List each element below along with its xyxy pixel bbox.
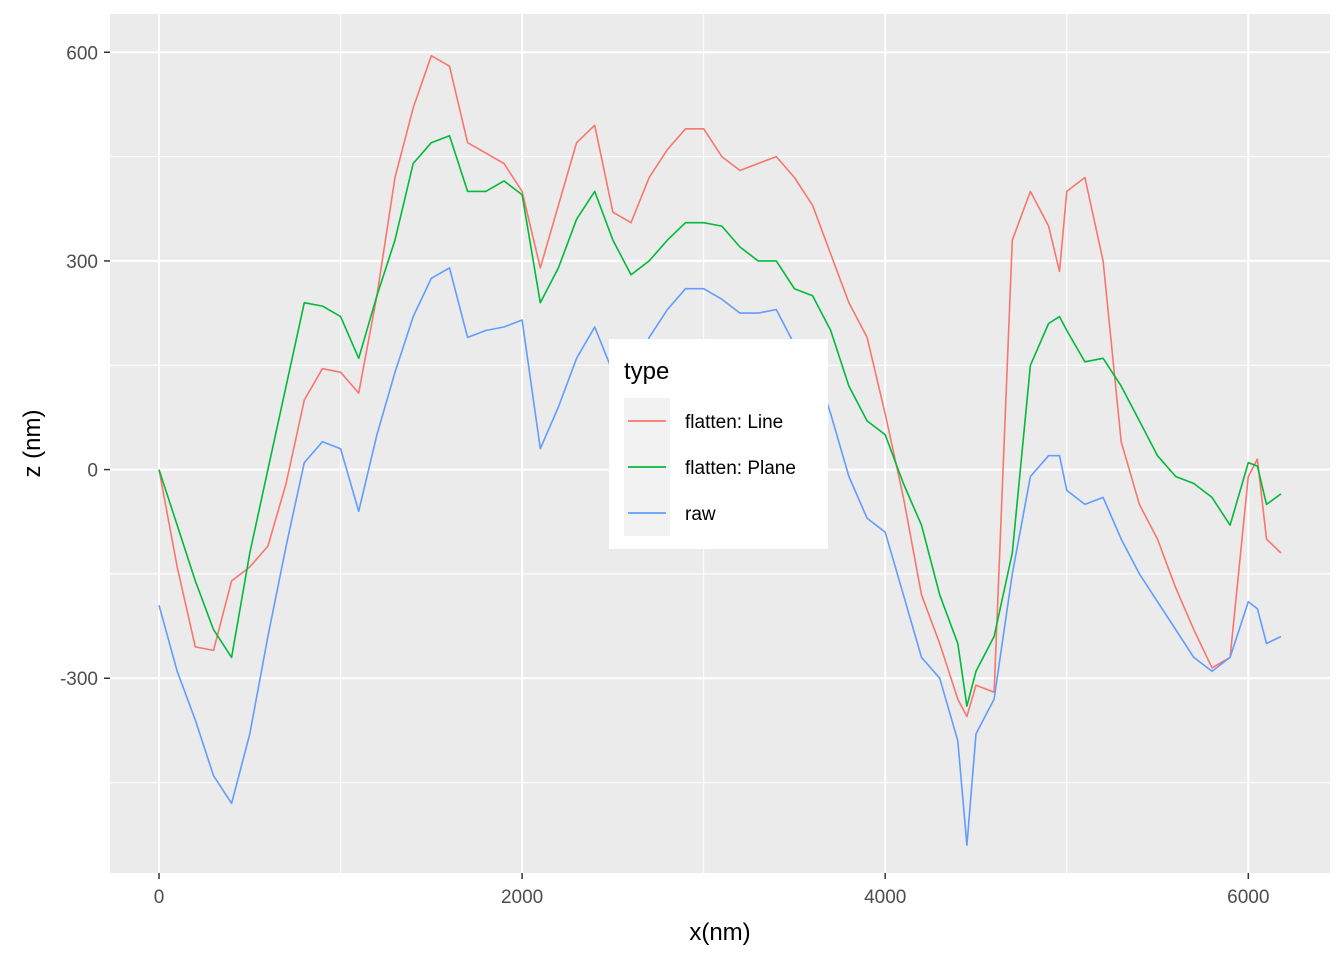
y-axis-title: z (nm) [19, 410, 46, 478]
x-tick-label: 6000 [1227, 887, 1269, 908]
series-layer [158, 54, 1282, 847]
legend-label: raw [685, 504, 716, 525]
x-tick-label: 0 [154, 887, 165, 908]
legend: type flatten: Line flatten: Plane raw [609, 339, 828, 549]
series-line-0 [158, 54, 1282, 718]
y-tick-label: 600 [66, 43, 98, 64]
series-line-2 [158, 267, 1282, 847]
x-tick-label: 4000 [864, 887, 906, 908]
y-axis-ticks: -300 0 300 600 [60, 43, 110, 690]
y-tick-label: -300 [60, 669, 98, 690]
legend-title: type [624, 358, 669, 385]
y-tick-label: 300 [66, 252, 98, 273]
x-axis-title: x(nm) [689, 919, 750, 946]
x-axis-ticks: 0 2000 4000 6000 [154, 873, 1269, 908]
legend-items: flatten: Line flatten: Plane raw [624, 398, 796, 536]
series-line-1 [158, 134, 1282, 707]
major-gridlines [110, 14, 1330, 873]
legend-label: flatten: Line [685, 412, 783, 433]
y-tick-label: 0 [87, 461, 98, 482]
x-tick-label: 2000 [501, 887, 543, 908]
legend-label: flatten: Plane [685, 458, 796, 479]
